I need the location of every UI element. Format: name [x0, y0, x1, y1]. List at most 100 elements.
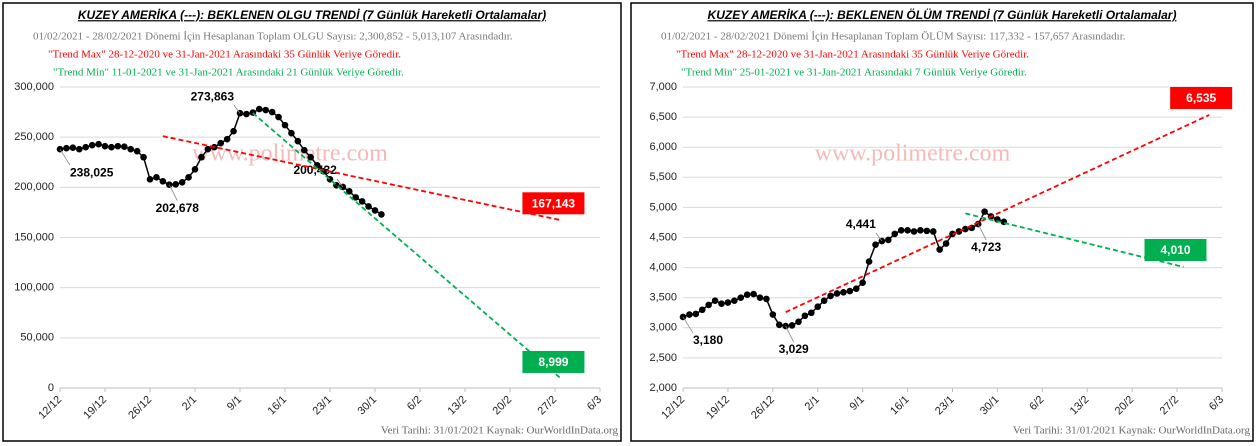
data-point	[178, 179, 186, 186]
label-leader	[875, 232, 883, 242]
watermark: www.polimetre.com	[815, 141, 1011, 167]
data-point	[300, 146, 308, 154]
data-point	[981, 208, 988, 215]
y-tick-label: 5,000	[649, 201, 677, 213]
data-point	[731, 297, 738, 305]
value-label-box	[522, 192, 585, 215]
data-point	[936, 246, 943, 253]
data-point	[146, 176, 154, 183]
subtitle: "Trend Min" 11-01-2021 ve 31-Jan-2021 Ar…	[53, 67, 404, 79]
data-point	[775, 321, 783, 329]
y-tick-label: 7,000	[649, 81, 677, 93]
y-tick-label: 6,000	[649, 141, 677, 153]
data-point	[191, 165, 199, 173]
data-point	[88, 141, 96, 149]
data-point	[230, 127, 237, 135]
data-point	[371, 207, 379, 214]
value-label-box	[1144, 238, 1207, 261]
value-label: 4,441	[846, 217, 876, 231]
value-label: 4,723	[971, 240, 1001, 254]
value-label-box	[522, 350, 585, 373]
data-point	[891, 230, 899, 238]
data-point	[750, 290, 757, 298]
data-point	[769, 311, 777, 318]
value-label: 238,025	[70, 165, 114, 179]
data-point	[172, 181, 180, 188]
subtitle: "Trend Max" 28-12-2020 ve 31-Jan-2021 Ar…	[48, 49, 401, 61]
data-point	[737, 294, 745, 302]
subtitle: 01/02/2021 - 28/02/2021 Dönemi İçin Hesa…	[33, 31, 513, 43]
data-point	[718, 300, 725, 308]
data-point	[281, 121, 289, 129]
trend-line	[162, 135, 562, 222]
data-point	[185, 174, 192, 181]
label-leader	[785, 325, 795, 343]
y-tick-label: 4,500	[649, 231, 677, 243]
value-label: 273,863	[191, 89, 235, 103]
data-point	[133, 147, 141, 155]
data-point	[101, 142, 109, 150]
data-point	[846, 287, 854, 295]
data-point	[840, 288, 847, 296]
value-label: 6,535	[1186, 91, 1216, 105]
y-tick-label: 250,000	[14, 131, 54, 143]
value-label-box	[1170, 86, 1233, 109]
data-point	[910, 228, 918, 235]
y-tick-label: 4,000	[649, 262, 677, 274]
data-point	[243, 110, 250, 118]
value-label: 202,678	[156, 201, 200, 215]
data-point	[69, 144, 77, 152]
data-point	[307, 153, 315, 161]
data-point	[724, 299, 732, 306]
y-tick-label: 50,000	[20, 332, 54, 344]
data-point	[827, 292, 834, 300]
data-point	[63, 144, 70, 152]
data-point	[872, 241, 879, 249]
chart-title: KUZEY AMERİKA (---): BEKLENEN OLGU TREND…	[78, 7, 546, 22]
data-point	[743, 291, 751, 298]
y-tick-label: 3,500	[649, 292, 677, 304]
data-point	[763, 295, 770, 303]
y-tick-label: 6,500	[649, 111, 677, 123]
data-point	[198, 153, 205, 161]
data-point	[294, 137, 302, 145]
panel-frame	[2, 2, 622, 442]
y-tick-label: 5,500	[649, 171, 677, 183]
data-point	[711, 297, 719, 305]
data-point	[917, 226, 924, 234]
data-point	[897, 226, 905, 234]
data-point	[365, 203, 372, 210]
y-tick-label: 200,000	[14, 181, 54, 193]
data-point	[153, 174, 160, 181]
data-point	[904, 226, 911, 234]
panel-frame	[630, 2, 1254, 442]
data-point	[698, 306, 706, 314]
data-point	[378, 211, 385, 218]
y-tick-label: 300,000	[14, 81, 54, 93]
data-point	[705, 301, 712, 309]
value-label: 4,010	[1160, 243, 1190, 257]
subtitle: "Trend Max" 28-12-2020 ve 31-Jan-2021 Ar…	[676, 49, 1029, 61]
label-leader	[168, 184, 178, 201]
data-point	[288, 129, 295, 137]
label-leader	[682, 316, 694, 334]
data-point	[852, 285, 860, 292]
data-point	[345, 188, 353, 195]
data-point	[204, 145, 212, 153]
y-tick-label: 150,000	[14, 231, 54, 243]
data-point	[923, 227, 931, 235]
data-point	[82, 143, 90, 151]
data-point	[801, 312, 809, 320]
data-point	[127, 145, 135, 153]
data-point	[788, 322, 796, 329]
data-point	[352, 194, 360, 201]
data-point	[756, 294, 764, 302]
y-tick-label: 2,000	[649, 382, 677, 394]
data-point	[942, 240, 950, 247]
data-point	[692, 310, 700, 318]
data-point	[120, 143, 128, 150]
data-point	[968, 224, 976, 232]
subtitle: 01/02/2021 - 28/02/2021 Dönemi İçin Hesa…	[661, 31, 1126, 43]
value-label: 8,999	[538, 355, 568, 369]
data-point	[929, 228, 937, 235]
